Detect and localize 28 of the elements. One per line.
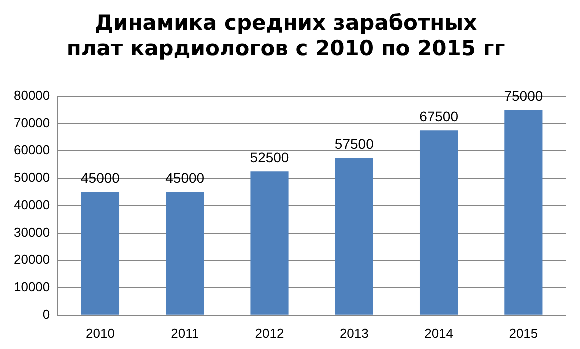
bar bbox=[250, 172, 289, 315]
data-label: 45000 bbox=[166, 170, 205, 186]
y-tick-label: 0 bbox=[42, 306, 50, 322]
bar bbox=[335, 158, 374, 315]
x-tick-label: 2011 bbox=[171, 326, 200, 341]
y-tick-label: 70000 bbox=[14, 115, 50, 130]
y-tick-label: 40000 bbox=[14, 197, 50, 212]
y-tick-label: 80000 bbox=[14, 88, 50, 103]
y-tick-label: 50000 bbox=[14, 170, 50, 186]
bar bbox=[81, 192, 120, 315]
x-tick-label: 2014 bbox=[424, 326, 454, 341]
y-tick-label: 60000 bbox=[14, 142, 50, 158]
bar bbox=[504, 110, 543, 315]
bar bbox=[420, 130, 458, 315]
data-label: 57500 bbox=[334, 136, 374, 152]
x-tick-label: 2010 bbox=[86, 326, 115, 341]
bar bbox=[166, 192, 204, 315]
x-tick-label: 2015 bbox=[509, 326, 538, 341]
x-tick-label: 2012 bbox=[255, 326, 284, 341]
y-tick-label: 10000 bbox=[14, 280, 50, 295]
data-label: 67500 bbox=[420, 108, 459, 124]
data-label: 75000 bbox=[504, 88, 544, 104]
chart-title: Динамика средних заработных плат кардиологов с 2010 по 2015 гг bbox=[66, 11, 506, 60]
y-tick-label: 30000 bbox=[14, 224, 50, 240]
data-label: 52500 bbox=[250, 150, 290, 166]
x-tick-label: 2013 bbox=[340, 326, 369, 341]
data-label: 45000 bbox=[81, 170, 120, 186]
y-tick-label: 20000 bbox=[14, 252, 50, 268]
